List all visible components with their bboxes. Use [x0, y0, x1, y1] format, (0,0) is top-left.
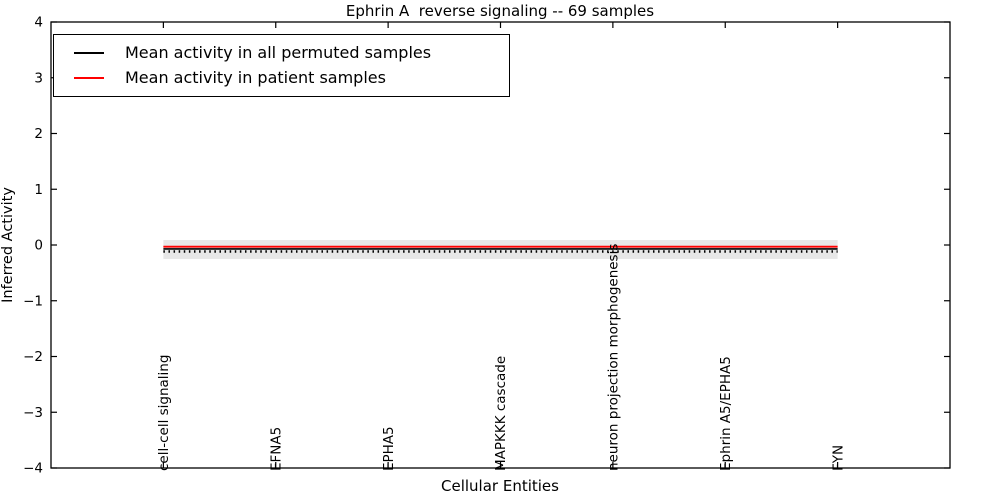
y-tick-label: 3: [34, 70, 43, 86]
y-tick-label: −2: [23, 349, 43, 365]
y-tick-label: 0: [34, 238, 43, 254]
x-tick-label: MAPKKK cascade: [493, 356, 509, 471]
y-tick-label: 2: [34, 126, 43, 142]
x-tick-label: FYN: [830, 445, 846, 471]
y-tick-label: −3: [23, 405, 43, 421]
x-tick-label: neuron projection morphogenesis: [606, 244, 622, 471]
y-tick-label: −4: [23, 461, 43, 477]
chart-title: Ephrin A reverse signaling -- 69 samples: [345, 2, 655, 20]
legend-item-permuted: Mean activity in all permuted samples: [54, 42, 509, 62]
y-tick-label: 1: [34, 182, 43, 198]
legend-label-permuted: Mean activity in all permuted samples: [125, 42, 432, 62]
legend-line-black: [74, 51, 104, 54]
legend: Mean activity in all permuted samples Me…: [53, 34, 510, 97]
x-tick-label: EFNA5: [268, 427, 284, 471]
x-tick-label: EPHA5: [381, 426, 397, 471]
x-axis-label: Cellular Entities: [441, 477, 559, 495]
y-tick-label: −1: [23, 293, 43, 309]
legend-item-patient: Mean activity in patient samples: [54, 70, 509, 86]
x-tick-label: Ephrin A5/EPHA5: [718, 356, 734, 471]
y-tick-label: 4: [34, 15, 43, 31]
legend-line-red: [74, 77, 104, 80]
x-tick-label: cell-cell signaling: [156, 355, 172, 471]
legend-label-patient: Mean activity in patient samples: [125, 68, 386, 88]
y-axis-label: Inferred Activity: [0, 187, 16, 303]
